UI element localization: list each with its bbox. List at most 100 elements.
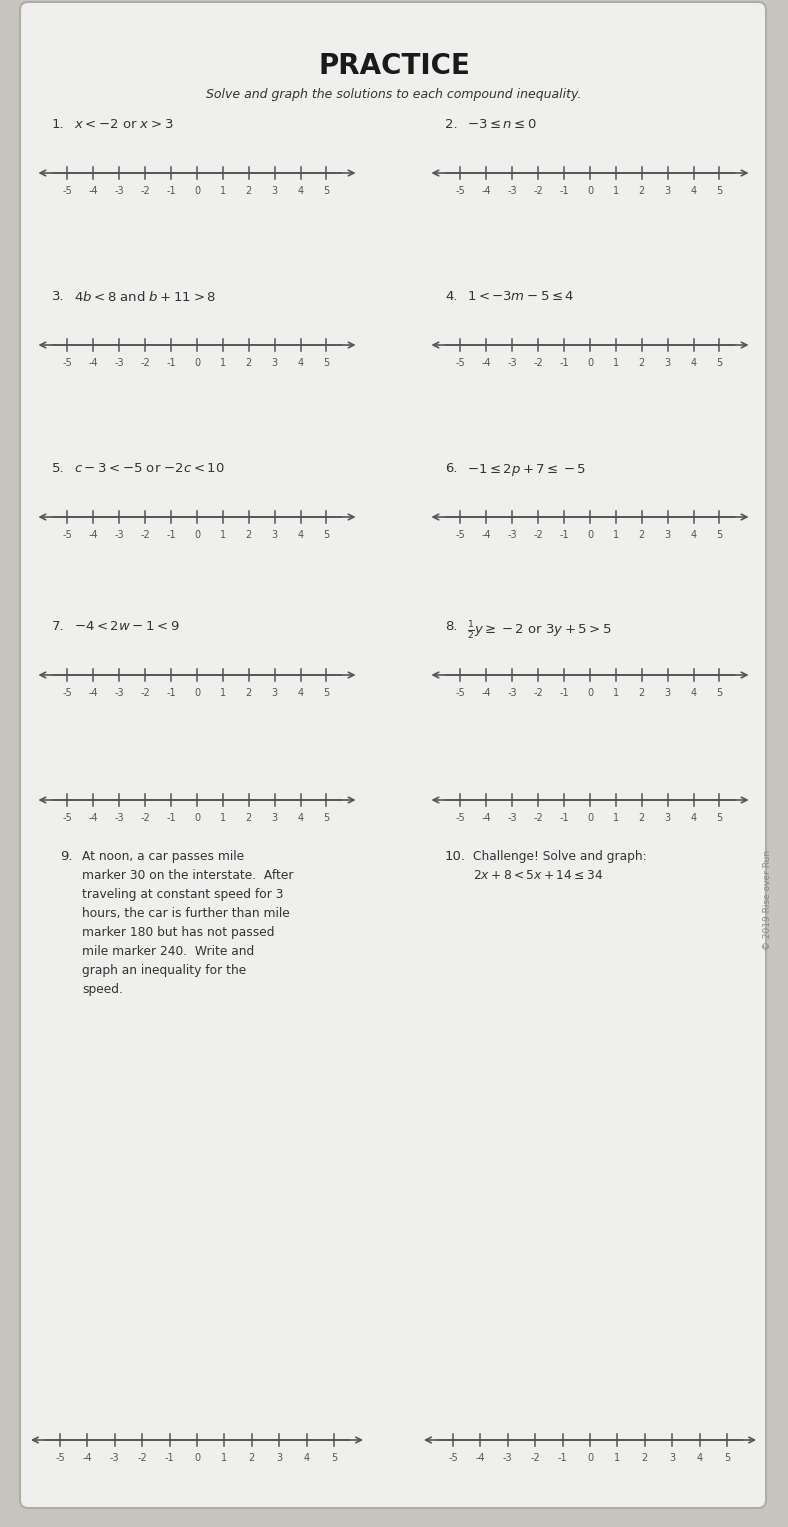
Text: -5: -5 [62, 357, 72, 368]
Text: 0: 0 [194, 357, 200, 368]
Text: 0: 0 [587, 812, 593, 823]
Text: 1: 1 [220, 186, 226, 195]
Text: -5: -5 [62, 186, 72, 195]
Text: -2: -2 [137, 1454, 147, 1463]
Text: 2: 2 [641, 1454, 648, 1463]
Text: 2: 2 [246, 812, 252, 823]
Text: 0: 0 [587, 1454, 593, 1463]
Text: 1: 1 [615, 1454, 620, 1463]
Text: -1: -1 [559, 689, 569, 698]
Text: 5: 5 [716, 357, 723, 368]
Text: -1: -1 [559, 186, 569, 195]
Text: 0: 0 [587, 357, 593, 368]
Text: -1: -1 [559, 357, 569, 368]
Text: At noon, a car passes mile: At noon, a car passes mile [82, 851, 244, 863]
Text: 0: 0 [194, 689, 200, 698]
Text: -1: -1 [166, 812, 176, 823]
Text: -4: -4 [481, 357, 491, 368]
Text: -2: -2 [140, 530, 150, 541]
Text: 4: 4 [298, 689, 303, 698]
Text: 1: 1 [613, 357, 619, 368]
Text: 4: 4 [298, 357, 303, 368]
Text: -5: -5 [455, 357, 466, 368]
Text: 0: 0 [587, 530, 593, 541]
Text: 2: 2 [639, 812, 645, 823]
Text: $\frac{1}{2}y \geq -2$ or $3y + 5 > 5$: $\frac{1}{2}y \geq -2$ or $3y + 5 > 5$ [467, 620, 612, 643]
Text: $-1 \leq 2p + 7 \leq -5$: $-1 \leq 2p + 7 \leq -5$ [467, 463, 586, 478]
Text: -3: -3 [507, 530, 517, 541]
Text: 2: 2 [246, 357, 252, 368]
Text: 0: 0 [194, 812, 200, 823]
Text: $x < -2$ or $x > 3$: $x < -2$ or $x > 3$ [74, 118, 173, 131]
Text: -3: -3 [503, 1454, 513, 1463]
Text: 1: 1 [221, 1454, 228, 1463]
Text: marker 180 but has not passed: marker 180 but has not passed [82, 925, 274, 939]
Text: 3: 3 [272, 357, 277, 368]
Text: -5: -5 [455, 186, 466, 195]
Text: marker 30 on the interstate.  After: marker 30 on the interstate. After [82, 869, 293, 883]
Text: -1: -1 [559, 530, 569, 541]
Text: 5: 5 [724, 1454, 730, 1463]
Text: -2: -2 [530, 1454, 540, 1463]
Text: $c - 3 < -5$ or $-2c < 10$: $c - 3 < -5$ or $-2c < 10$ [74, 463, 225, 475]
Text: 4: 4 [298, 812, 303, 823]
Text: 3: 3 [669, 1454, 675, 1463]
Text: -5: -5 [55, 1454, 65, 1463]
Text: -3: -3 [507, 689, 517, 698]
Text: -2: -2 [533, 186, 543, 195]
Text: 3: 3 [664, 186, 671, 195]
Text: -3: -3 [507, 357, 517, 368]
Text: 4: 4 [690, 812, 697, 823]
Text: 3: 3 [272, 530, 277, 541]
Text: -5: -5 [455, 689, 466, 698]
Text: -2: -2 [533, 812, 543, 823]
Text: $1 < -3m - 5 \leq 4$: $1 < -3m - 5 \leq 4$ [467, 290, 574, 302]
Text: -4: -4 [481, 812, 491, 823]
Text: -2: -2 [140, 186, 150, 195]
Text: -2: -2 [140, 812, 150, 823]
Text: 5: 5 [323, 812, 329, 823]
Text: -3: -3 [114, 530, 125, 541]
Text: -3: -3 [114, 357, 125, 368]
Text: -2: -2 [533, 357, 543, 368]
Text: 4: 4 [298, 186, 303, 195]
Text: 0: 0 [194, 1454, 200, 1463]
Text: -5: -5 [62, 530, 72, 541]
Text: -4: -4 [83, 1454, 92, 1463]
Text: 3: 3 [664, 689, 671, 698]
Text: $-3 \leq n \leq 0$: $-3 \leq n \leq 0$ [467, 118, 537, 131]
Text: 3: 3 [276, 1454, 282, 1463]
Text: -3: -3 [114, 689, 125, 698]
Text: graph an inequality for the: graph an inequality for the [82, 964, 246, 977]
Text: -1: -1 [559, 812, 569, 823]
Text: 9.: 9. [60, 851, 72, 863]
Text: -1: -1 [166, 357, 176, 368]
Text: 5: 5 [716, 812, 723, 823]
Text: -2: -2 [140, 357, 150, 368]
Text: 3: 3 [664, 530, 671, 541]
Text: -5: -5 [62, 689, 72, 698]
Text: -4: -4 [476, 1454, 485, 1463]
Text: 4: 4 [690, 689, 697, 698]
Text: PRACTICE: PRACTICE [318, 52, 470, 79]
Text: -4: -4 [88, 186, 98, 195]
Text: 5.: 5. [52, 463, 65, 475]
Text: 5: 5 [716, 186, 723, 195]
Text: -3: -3 [507, 186, 517, 195]
FancyBboxPatch shape [20, 2, 766, 1509]
Text: 0: 0 [194, 530, 200, 541]
Text: -2: -2 [533, 689, 543, 698]
Text: 6.: 6. [445, 463, 458, 475]
Text: 1: 1 [220, 689, 226, 698]
Text: 4: 4 [298, 530, 303, 541]
Text: 5: 5 [323, 186, 329, 195]
Text: 1: 1 [220, 530, 226, 541]
Text: $-4 < 2w - 1 < 9$: $-4 < 2w - 1 < 9$ [74, 620, 180, 634]
Text: 2: 2 [249, 1454, 255, 1463]
Text: 2: 2 [639, 357, 645, 368]
Text: 3: 3 [664, 357, 671, 368]
Text: 2: 2 [246, 530, 252, 541]
Text: 3: 3 [272, 186, 277, 195]
Text: 4: 4 [697, 1454, 703, 1463]
Text: 1: 1 [613, 186, 619, 195]
